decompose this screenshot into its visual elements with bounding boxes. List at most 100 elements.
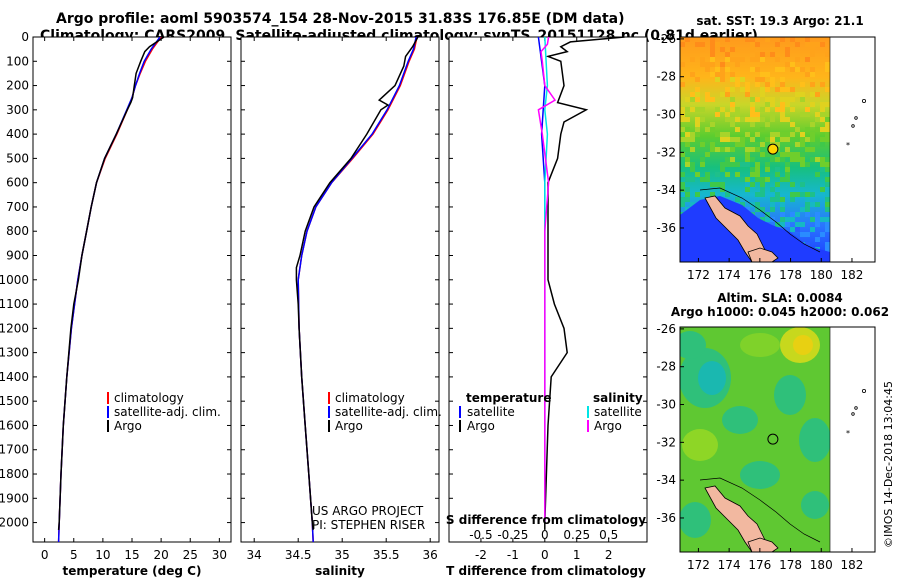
sst-cell bbox=[695, 127, 700, 132]
sst-cell bbox=[805, 202, 810, 207]
sst-cell bbox=[735, 162, 740, 167]
sst-cell bbox=[685, 192, 690, 197]
sst-cell bbox=[685, 177, 690, 182]
sst-cell bbox=[790, 87, 795, 92]
sst-cell bbox=[780, 97, 785, 102]
x-tick-label: 36 bbox=[423, 548, 438, 562]
sst-cell bbox=[710, 97, 715, 102]
series-line-t-argo bbox=[544, 37, 625, 530]
sst-cell bbox=[690, 57, 695, 62]
x-tick-label: -2 bbox=[475, 548, 487, 562]
map-x-tick-label: 182 bbox=[841, 268, 864, 282]
sst-cell bbox=[775, 197, 780, 202]
sst-cell bbox=[810, 192, 815, 197]
sst-cell bbox=[705, 97, 710, 102]
sst-cell bbox=[820, 187, 825, 192]
sst-cell bbox=[780, 37, 785, 42]
sst-cell bbox=[805, 192, 810, 197]
sst-cell bbox=[775, 182, 780, 187]
difference-xlabel: T difference from climatology bbox=[446, 564, 646, 578]
sst-cell bbox=[720, 182, 725, 187]
y-tick-label: 200 bbox=[6, 79, 29, 93]
sst-cell bbox=[795, 222, 800, 227]
sst-cell bbox=[820, 112, 825, 117]
temperature-axes-frame bbox=[32, 36, 232, 543]
map-y-tick-label: -28 bbox=[656, 360, 676, 374]
sst-cell bbox=[695, 77, 700, 82]
sst-cell bbox=[820, 157, 825, 162]
sst-cell bbox=[735, 82, 740, 87]
map-x-tick-label: 180 bbox=[810, 558, 833, 572]
legend-diff-tsat-label: satellite bbox=[467, 405, 515, 419]
sst-cell bbox=[825, 197, 830, 202]
sst-cell bbox=[730, 107, 735, 112]
y-tick-label: 1000 bbox=[0, 273, 29, 287]
sla-island-2 bbox=[854, 406, 858, 410]
sst-cell bbox=[720, 137, 725, 142]
sst-cell bbox=[775, 87, 780, 92]
sst-cell bbox=[780, 217, 785, 222]
sst-cell bbox=[750, 107, 755, 112]
sst-cell bbox=[755, 192, 760, 197]
y-tick-label: 0 bbox=[21, 30, 29, 44]
sst-cell bbox=[750, 172, 755, 177]
sst-cell bbox=[800, 137, 805, 142]
sst-cell bbox=[760, 72, 765, 77]
sst-cell bbox=[805, 197, 810, 202]
sst-cell bbox=[825, 162, 830, 167]
sst-cell bbox=[785, 147, 790, 152]
sst-cell bbox=[825, 157, 830, 162]
sst-cell bbox=[795, 67, 800, 72]
sst-cell bbox=[710, 147, 715, 152]
difference-panel: -2 -1 0 1 2 T difference from climatology S … bbox=[446, 36, 648, 578]
sst-cell bbox=[695, 107, 700, 112]
sst-cell bbox=[775, 42, 780, 47]
sst-cell bbox=[765, 87, 770, 92]
legend-diff-targo-label: Argo bbox=[467, 419, 495, 433]
sst-cell bbox=[770, 97, 775, 102]
sst-cell bbox=[685, 132, 690, 137]
sst-cell bbox=[730, 137, 735, 142]
legend-temp-clim-label: climatology bbox=[114, 391, 184, 405]
y-tick-label: 1900 bbox=[0, 491, 29, 505]
y-tick-label: 500 bbox=[6, 151, 29, 165]
sst-cell bbox=[810, 82, 815, 87]
sst-cell bbox=[705, 92, 710, 97]
sst-cell bbox=[735, 62, 740, 67]
sst-cell bbox=[755, 167, 760, 172]
sst-cell bbox=[730, 47, 735, 52]
sst-cell bbox=[770, 207, 775, 212]
sst-cell bbox=[730, 77, 735, 82]
map-y-tick-label: -28 bbox=[656, 70, 676, 84]
sst-cell bbox=[780, 132, 785, 137]
sst-cell bbox=[825, 227, 830, 232]
sst-cell bbox=[770, 47, 775, 52]
sst-cell bbox=[725, 52, 730, 57]
sst-island-star: * bbox=[846, 141, 850, 150]
sst-cell bbox=[800, 207, 805, 212]
sst-cell bbox=[775, 132, 780, 137]
difference-xlabel-top: S difference from climatology bbox=[446, 513, 646, 527]
sst-cell bbox=[780, 107, 785, 112]
sst-cell bbox=[710, 192, 715, 197]
legend-temp-argo-label: Argo bbox=[114, 419, 142, 433]
x-tick-label: 20 bbox=[153, 548, 168, 562]
sst-cell bbox=[735, 117, 740, 122]
sst-cell bbox=[795, 142, 800, 147]
sst-cell bbox=[825, 112, 830, 117]
sst-cell bbox=[805, 42, 810, 47]
sst-cell bbox=[790, 197, 795, 202]
sst-cell bbox=[760, 142, 765, 147]
x-tick-label: 5 bbox=[70, 548, 78, 562]
sst-cell bbox=[810, 137, 815, 142]
sla-blob bbox=[799, 418, 830, 462]
sst-cell bbox=[755, 202, 760, 207]
sst-cell bbox=[795, 212, 800, 217]
sst-cell bbox=[685, 127, 690, 132]
sst-cell bbox=[750, 187, 755, 192]
sst-cell bbox=[680, 137, 685, 142]
sst-cell bbox=[800, 92, 805, 97]
sst-cell bbox=[690, 192, 695, 197]
legend-sal-clim-label: climatology bbox=[335, 391, 405, 405]
sst-cell bbox=[795, 42, 800, 47]
